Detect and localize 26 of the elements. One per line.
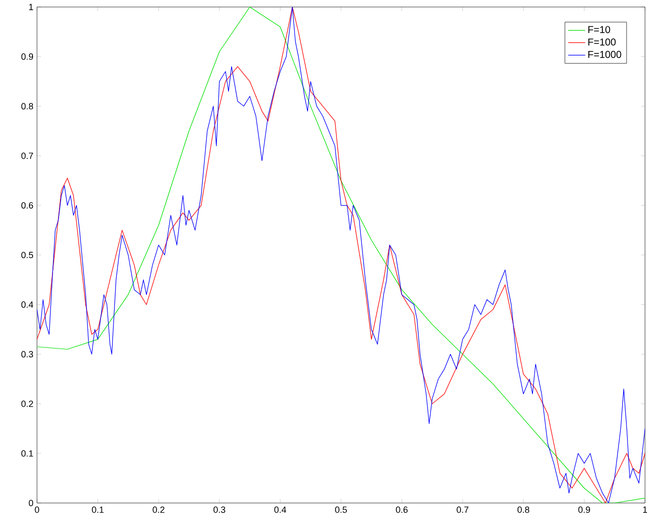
y-tick-label: 0.1 (21, 450, 34, 457)
x-tick-label: 0.8 (518, 506, 530, 513)
x-tick-label: 0.7 (456, 506, 468, 513)
x-tick-label: 0.1 (92, 506, 104, 513)
x-tick-label: 0 (34, 506, 40, 513)
x-tick-label: 0.2 (152, 506, 164, 513)
y-tick-label: 0.7 (21, 152, 34, 159)
y-tick-label: 0.6 (21, 202, 34, 209)
x-tick-label: 0.9 (578, 506, 590, 513)
x-tick-label: 0.5 (335, 506, 347, 513)
x-tick-label: 0.3 (214, 506, 226, 513)
legend-label: F=1000 (588, 50, 622, 58)
y-tick-label: 0.9 (21, 53, 34, 60)
legend-label: F=10 (588, 26, 610, 34)
x-tick-label: 0.4 (274, 506, 286, 513)
legend-label: F=100 (588, 38, 616, 46)
y-tick-label: 0.5 (21, 252, 34, 258)
y-tick-label: 0.2 (21, 400, 34, 407)
y-tick-label: 0.4 (21, 301, 34, 308)
y-tick-label: 0 (28, 500, 34, 506)
y-tick-label: 1 (29, 4, 34, 10)
line-series (37, 6, 646, 503)
x-tick-label: 0.6 (396, 506, 408, 513)
y-tick-label: 0.8 (21, 103, 34, 110)
x-tick-label: 1 (643, 506, 647, 513)
y-tick-label: 0.3 (21, 351, 34, 358)
